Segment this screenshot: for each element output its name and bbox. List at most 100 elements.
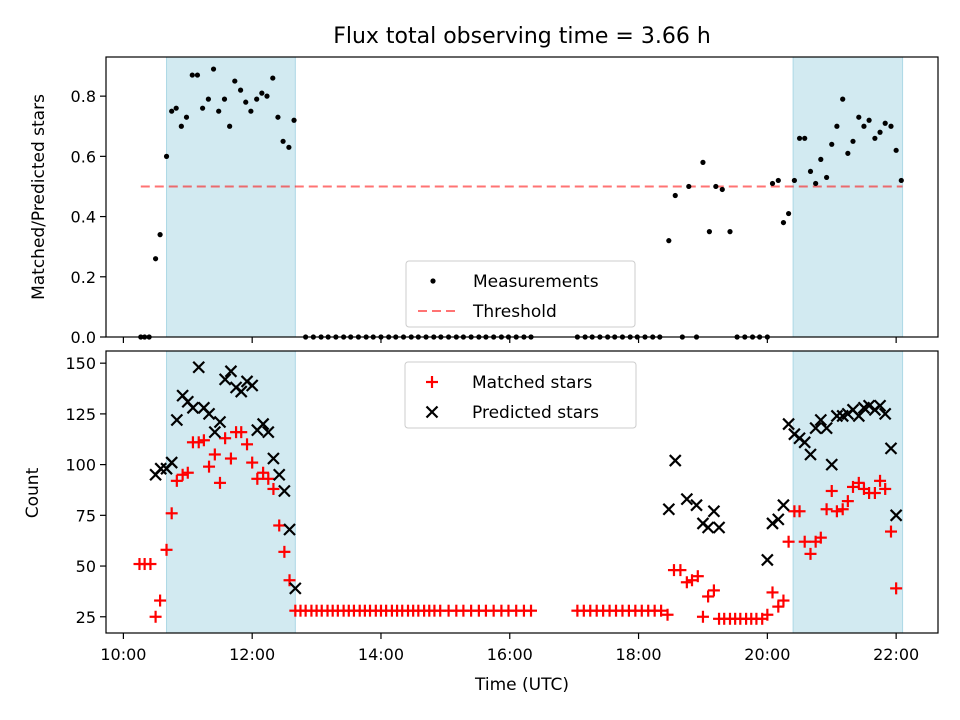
cross-b [425,405,439,419]
measurement-point [727,229,733,235]
y-tick-label: 0.0 [71,328,96,347]
legend: Measurements Threshold [405,260,636,328]
measurement-point [898,177,904,184]
cross-b [825,458,839,471]
measurement-point [152,256,159,262]
cross-b [218,373,232,386]
cross-b [809,421,822,435]
predicted-point [165,456,178,469]
predicted-point [218,373,232,386]
bottom-panel: 25 50 75 100 125 150 10:00 12:00 14:00 16:00 18:00… [65,350,939,664]
matched-point [267,482,280,495]
x-tick-label: 18:00 [616,645,662,664]
matched-point [696,610,709,623]
measurement-point [775,177,781,184]
cross-b [256,417,270,431]
shaded-interval [166,56,296,338]
cross-b [208,425,222,439]
measurement-point [700,159,706,165]
measurement-point [882,120,888,126]
matched-point [707,584,720,597]
matched-point [674,564,687,577]
matched-point [761,608,774,621]
matched-point [235,426,248,439]
predicted-point [267,452,280,465]
predicted-point [668,454,682,467]
measurement-point [872,135,878,141]
top-y-axis-label: Matched/Predicted stars [29,94,49,300]
measurement-point [666,238,672,244]
cross-b [262,425,275,439]
cross-b [224,365,238,378]
cross-b [680,492,694,506]
cross-b [852,409,866,423]
matched-point [525,604,538,617]
measurement-point [163,153,170,159]
y-tick-label: 25 [76,608,96,627]
measurement-point [823,174,830,181]
measurement-point [813,180,819,187]
measurement-point [769,180,776,187]
predicted-point [701,521,715,534]
measurement-point [169,108,175,114]
matched-point [192,436,205,449]
matched-point [661,608,674,621]
measurement-point [861,123,867,129]
matched-point [262,472,275,485]
predicted-point [289,582,302,595]
y-tick-label: 50 [76,557,96,576]
matched-point [655,604,668,617]
matched-point [241,438,254,451]
measurement-point [243,99,249,105]
matched-point [149,610,162,623]
cross-b [782,417,795,431]
measurement-point [194,72,201,78]
measurement-point [791,177,797,184]
predicted-point [852,409,866,423]
predicted-point [234,385,248,398]
predicted-point [814,413,828,427]
predicted-point [804,448,817,461]
matched-point [884,525,897,538]
cross-b [176,389,189,402]
predicted-point [154,462,168,475]
cross-b [283,523,296,536]
cross-b [862,399,876,413]
cross-b [192,360,206,374]
matched-point [203,460,216,473]
predicted-point [782,417,795,431]
chart-title: Flux total observing time = 3.66 h [333,24,711,49]
matched-point [868,487,881,500]
measurement-point [866,117,872,123]
cross-b [884,442,898,455]
measurement-point [210,66,217,72]
measurement-point [216,108,222,114]
cross-b [245,379,259,392]
measurement-point [270,75,276,81]
x-tick-label: 10:00 [100,645,146,664]
legend-label: Threshold [472,302,557,322]
predicted-point [766,517,779,530]
predicted-point [192,360,206,374]
matched-point [804,547,817,560]
legend-label: Matched stars [472,373,592,393]
matched-point [251,472,264,485]
predicted-point [712,521,726,534]
matched-point [879,482,892,495]
measurement-point [173,105,179,111]
matched-point [825,484,838,497]
predicted-point [772,513,785,526]
measurement-point [877,129,883,135]
measurement-point [796,135,803,141]
matched-point [890,582,903,595]
cross-b [712,521,726,534]
x-tick-label: 12:00 [229,645,275,664]
matched-point [224,452,237,465]
matched-point [798,535,811,548]
matched-point [208,448,221,461]
matched-point [144,558,157,571]
legend: Matched stars Predicted stars [404,361,637,429]
predicted-point [208,425,222,439]
measurement-point [291,117,297,123]
